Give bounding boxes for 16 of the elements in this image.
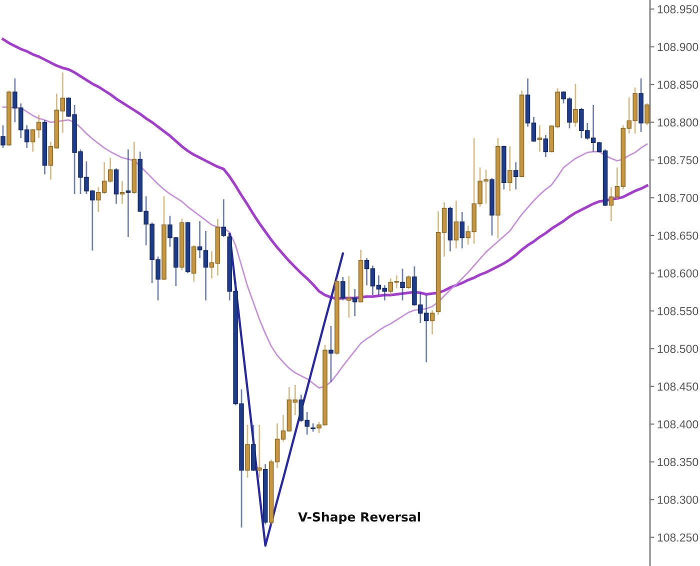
y-tick-label: 108.650 [658, 232, 698, 240]
y-tick-label: 108.400 [658, 420, 698, 428]
y-tick-label: 108.550 [658, 307, 698, 316]
y-tick-label: 108.950 [658, 5, 698, 14]
y-tick-label: 108.700 [658, 194, 698, 202]
y-tick-label: 108.850 [658, 80, 698, 89]
y-tick-label: 108.750 [658, 156, 698, 164]
y-tick-label: 108.800 [658, 118, 698, 127]
y-tick-label: 108.300 [658, 496, 698, 504]
y-tick-label: 108.350 [658, 458, 698, 466]
y-tick-label: 108.250 [658, 533, 698, 542]
y-tick-label: 108.450 [658, 382, 698, 391]
y-tick-label: 108.500 [658, 344, 698, 353]
y-tick-label: 108.900 [658, 42, 698, 52]
y-tick-label: 108.600 [658, 269, 698, 278]
annotation: V-Shape Reversal [298, 512, 420, 524]
